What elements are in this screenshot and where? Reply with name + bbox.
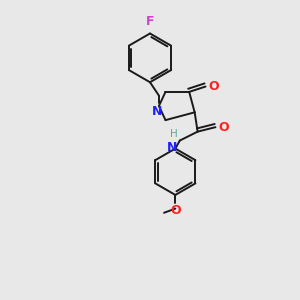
- Text: O: O: [208, 80, 219, 93]
- Text: O: O: [218, 121, 229, 134]
- Text: N: N: [167, 141, 177, 154]
- Text: O: O: [170, 205, 181, 218]
- Text: N: N: [152, 104, 162, 118]
- Text: H: H: [170, 129, 177, 139]
- Text: F: F: [146, 15, 154, 28]
